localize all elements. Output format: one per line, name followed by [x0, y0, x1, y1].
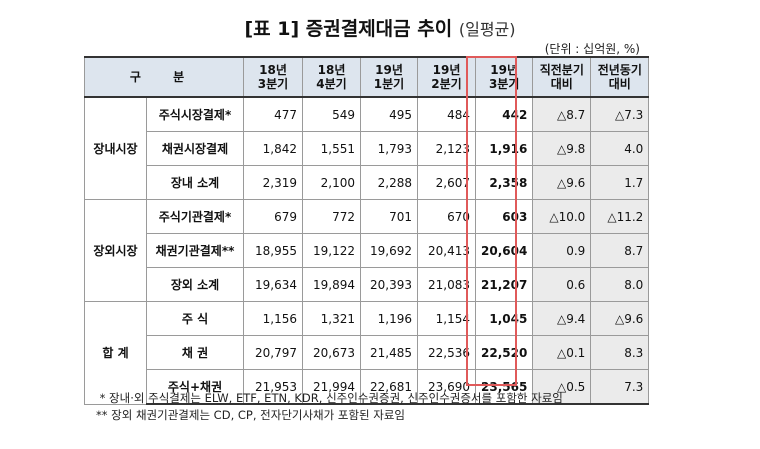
- group-label: 장외시장: [84, 199, 147, 302]
- value-cell: 18,955: [243, 233, 303, 268]
- value-cell: 549: [302, 96, 361, 132]
- current-quarter-cell: 22,520: [474, 335, 534, 370]
- value-cell: 1,154: [417, 301, 476, 336]
- value-cell: 2,288: [360, 165, 418, 200]
- table-row: 채권기관결제** 18,955 19,122 19,692 20,413 20,604 0.…: [85, 233, 650, 268]
- value-cell: 22,681: [360, 369, 418, 405]
- header-col: 19년 1분기: [360, 56, 418, 98]
- value-cell: 19,894: [302, 267, 361, 302]
- header-col: 18년 3분기: [243, 56, 303, 98]
- value-cell: 21,083: [417, 267, 476, 302]
- qoq-change-cell: 0.6: [532, 267, 592, 302]
- header-col: 직전분기 대비: [532, 56, 592, 98]
- row-label: 장외 소계: [146, 267, 244, 302]
- yoy-change-cell: 7.3: [590, 369, 650, 405]
- footnotes: * 장내·외 주식결제는 ELW, ETF, ETN, KDR, 신주인수권증권…: [96, 390, 563, 424]
- row-label: 주식기관결제*: [146, 199, 244, 234]
- yoy-change-cell: △11.2: [590, 199, 650, 234]
- unit-label: (단위 : 십억원, %): [544, 42, 640, 56]
- title-suffix: (일평균): [458, 20, 516, 39]
- value-cell: 1,321: [302, 301, 361, 336]
- yoy-change-cell: 4.0: [590, 131, 650, 166]
- current-quarter-cell: 21,207: [474, 267, 534, 302]
- table-row: 장내시장 주식시장결제* 477 549 495 484 442 △8.7 △7.3: [84, 96, 650, 200]
- value-cell: 20,393: [360, 267, 418, 302]
- value-cell: 1,842: [243, 131, 303, 166]
- group-label: 합 계: [84, 301, 147, 405]
- footnote: * 장내·외 주식결제는 ELW, ETF, ETN, KDR, 신주인수권증권…: [96, 391, 563, 405]
- header-row: 구 분 18년 3분기 18년 4분기 19년 1분기 19년 2분기 19년 …: [84, 56, 650, 98]
- row-label: 채 권: [146, 335, 244, 370]
- qoq-change-cell: △10.0: [532, 199, 592, 234]
- yoy-change-cell: 8.0: [590, 267, 650, 302]
- row-label: 주 식: [146, 301, 244, 336]
- row-label: 채권기관결제**: [146, 233, 244, 268]
- footnote: ** 장외 채권기관결제는 CD, CP, 전자단기사채가 포함된 자료임: [96, 408, 406, 422]
- group-label: 장내시장: [84, 96, 147, 200]
- table-row: 채 권 20,797 20,673 21,485 22,536 22,520 △0.1 8.3: [85, 335, 650, 370]
- value-cell: 1,793: [360, 131, 418, 166]
- header-col: 19년 3분기: [474, 56, 534, 98]
- value-cell: 477: [243, 96, 303, 132]
- current-quarter-cell: 23,565: [474, 369, 534, 405]
- current-quarter-cell: 442: [474, 96, 534, 132]
- value-cell: 484: [417, 96, 476, 132]
- qoq-change-cell: △0.5: [532, 369, 592, 405]
- current-quarter-cell: 20,604: [474, 233, 534, 268]
- current-quarter-cell: 1,045: [474, 301, 534, 336]
- row-label: 채권시장결제: [146, 131, 244, 166]
- qoq-change-cell: △9.8: [532, 131, 592, 166]
- table-title: [표 1] 증권결제대금 추이 (일평균): [0, 14, 760, 41]
- qoq-change-cell: △9.6: [532, 165, 592, 200]
- value-cell: 670: [417, 199, 476, 234]
- value-cell: 701: [360, 199, 418, 234]
- table-row: 장내 소계 2,319 2,100 2,288 2,607 2,358 △9.6 1.7: [85, 165, 650, 200]
- yoy-change-cell: 1.7: [590, 165, 650, 200]
- row-label: 장내 소계: [146, 165, 244, 200]
- title-text: [표 1] 증권결제대금 추이: [244, 18, 453, 40]
- value-cell: 20,797: [243, 335, 303, 370]
- table-row: 장외 소계 19,634 19,894 20,393 21,083 21,207 0.6 8.…: [85, 267, 650, 302]
- value-cell: 19,634: [243, 267, 303, 302]
- value-cell: 2,100: [302, 165, 361, 200]
- yoy-change-cell: 8.7: [590, 233, 650, 268]
- qoq-change-cell: △0.1: [532, 335, 592, 370]
- value-cell: 19,122: [302, 233, 361, 268]
- row-label: 주식+채권: [146, 369, 244, 405]
- value-cell: 1,156: [243, 301, 303, 336]
- current-quarter-cell: 1,916: [474, 131, 534, 166]
- qoq-change-cell: △8.7: [532, 96, 592, 132]
- value-cell: 495: [360, 96, 418, 132]
- value-cell: 19,692: [360, 233, 418, 268]
- qoq-change-cell: △9.4: [532, 301, 592, 336]
- settlement-table: 구 분 18년 3분기 18년 4분기 19년 1분기 19년 2분기 19년 …: [84, 56, 650, 405]
- table-row: 주식+채권 21,953 21,994 22,681 23,690 23,565 △0.5 7…: [85, 369, 650, 405]
- header-col: 18년 4분기: [302, 56, 361, 98]
- value-cell: 21,953: [243, 369, 303, 405]
- value-cell: 1,196: [360, 301, 418, 336]
- yoy-change-cell: △9.6: [590, 301, 650, 336]
- current-quarter-cell: 603: [474, 199, 534, 234]
- qoq-change-cell: 0.9: [532, 233, 592, 268]
- value-cell: 2,123: [417, 131, 476, 166]
- yoy-change-cell: 8.3: [590, 335, 650, 370]
- value-cell: 22,536: [417, 335, 476, 370]
- value-cell: 20,673: [302, 335, 361, 370]
- current-quarter-cell: 2,358: [474, 165, 534, 200]
- value-cell: 21,485: [360, 335, 418, 370]
- value-cell: 2,607: [417, 165, 476, 200]
- header-category: 구 분: [84, 56, 244, 98]
- value-cell: 20,413: [417, 233, 476, 268]
- value-cell: 2,319: [243, 165, 303, 200]
- header-col: 전년동기 대비: [590, 56, 650, 98]
- value-cell: 1,551: [302, 131, 361, 166]
- row-label: 주식시장결제*: [146, 96, 244, 132]
- yoy-change-cell: △7.3: [590, 96, 650, 132]
- table-row: 장외시장 주식기관결제* 679 772 701 670 603 △10.0 △11.2: [84, 199, 650, 302]
- value-cell: 772: [302, 199, 361, 234]
- table-row: 채권시장결제 1,842 1,551 1,793 2,123 1,916 △9.8 4.0: [85, 131, 650, 166]
- header-col: 19년 2분기: [417, 56, 476, 98]
- value-cell: 679: [243, 199, 303, 234]
